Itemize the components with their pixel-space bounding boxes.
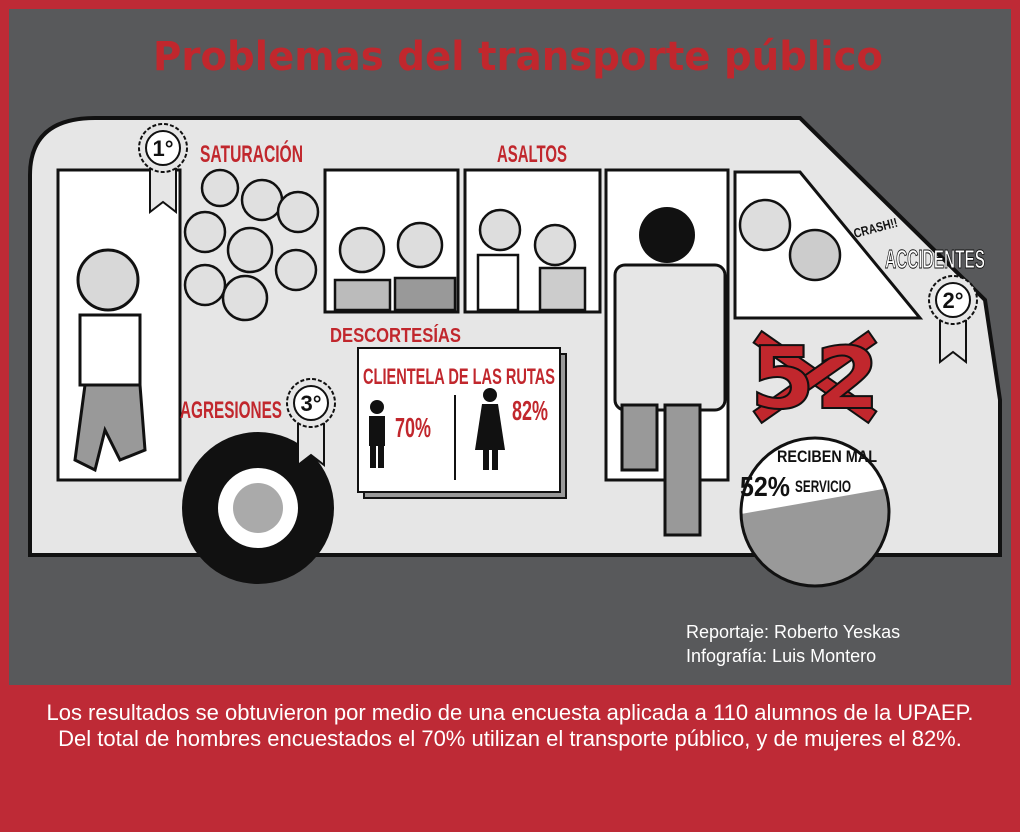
service-label: SERVICIO [795, 477, 851, 496]
wheel-hub [233, 483, 283, 533]
men-percent: 70% [395, 412, 431, 443]
label: SATURACIÓN [200, 140, 303, 168]
big-number: 52 [750, 329, 880, 429]
label: AGRESIONES [180, 397, 282, 424]
rank: 3° [300, 391, 321, 416]
title: Problemas del transporte público [153, 34, 883, 80]
service-label: RECIBEN MAL [777, 447, 877, 466]
infographic: Problemas del transporte público 1° 2° 3… [0, 0, 1020, 832]
service-percent: 52% [740, 471, 790, 502]
rank: 1° [152, 136, 173, 161]
label: ACCIDENTES [885, 244, 985, 274]
door-person [75, 250, 145, 470]
box-title: CLIENTELA DE LAS RUTAS [363, 364, 555, 389]
rank: 2° [942, 288, 963, 313]
illustration: Problemas del transporte público 1° 2° 3… [0, 0, 1020, 690]
credit: Reportaje: Roberto Yeskas [686, 622, 900, 642]
footer: Los resultados se obtuvieron por medio d… [20, 700, 1000, 752]
label: DESCORTESÍAS [330, 324, 461, 347]
credit: Infografía: Luis Montero [686, 646, 876, 666]
footer-text: Del total de hombres encuestados el 70% … [20, 726, 1000, 752]
women-percent: 82% [512, 395, 548, 426]
label: ASALTOS [497, 141, 567, 168]
footer-text: Los resultados se obtuvieron por medio d… [20, 700, 1000, 726]
